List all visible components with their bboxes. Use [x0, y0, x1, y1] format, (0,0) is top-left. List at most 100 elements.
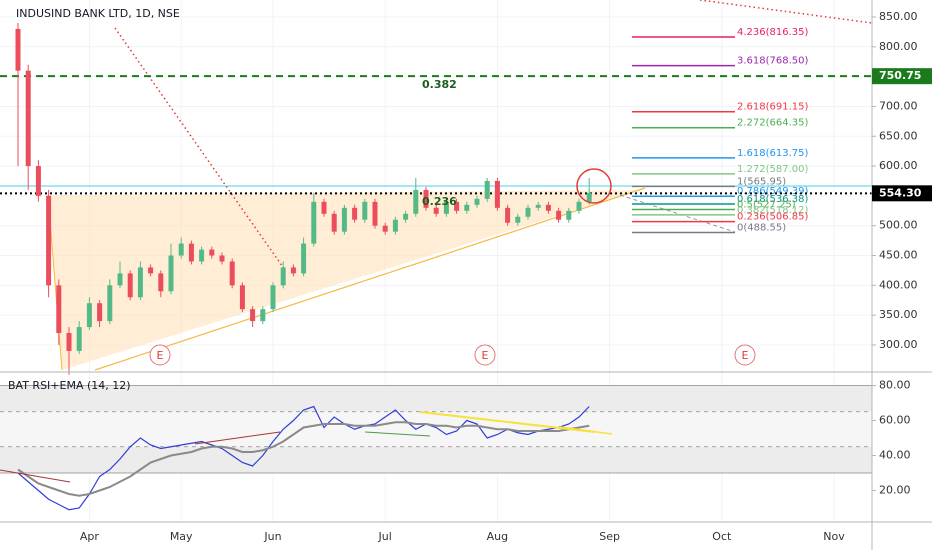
candle-body	[535, 204, 541, 208]
candle-body	[464, 204, 470, 211]
candle-body	[250, 309, 256, 322]
candle-body	[525, 207, 531, 217]
event-badge[interactable]	[734, 344, 756, 366]
grid	[0, 0, 872, 522]
fib-label: 1.618(613.75)	[737, 148, 809, 159]
candle-body	[239, 285, 245, 310]
candle-body	[199, 249, 205, 262]
candle-body	[403, 213, 409, 220]
y-tick-label: 700.00	[879, 99, 918, 112]
y-tick-label: 20.00	[879, 484, 911, 497]
y-tick-label: 500.00	[879, 219, 918, 232]
y-tick-label: 850.00	[879, 10, 918, 23]
rsi-band	[0, 385, 872, 412]
fib-label: 0.5(527.25)	[737, 199, 796, 210]
fib-label: 3.618(768.50)	[737, 56, 809, 67]
event-badge[interactable]	[149, 344, 171, 366]
candle-body	[505, 207, 511, 223]
y-tick-label: 650.00	[879, 129, 918, 142]
fib-label: 2.618(691.15)	[737, 102, 809, 113]
rsi-trend	[559, 426, 613, 435]
candle-body	[97, 303, 103, 322]
y-tick-label: 350.00	[879, 308, 918, 321]
rsi-line	[17, 421, 590, 497]
axes: Apr May Jun Jul Aug Sep Oct Nov 300.00 350.00 400.…	[80, 10, 932, 543]
y-tick-label: 800.00	[879, 40, 918, 53]
candle-body	[301, 243, 307, 274]
marks: 4.236(816.35) 3.618(768.50) 2.618(691.15) 2…	[0, 22, 872, 511]
candle-body	[372, 201, 378, 226]
candle-body	[331, 213, 337, 232]
candle-body	[494, 180, 500, 208]
price-badge	[872, 68, 932, 85]
candle-body	[86, 303, 92, 328]
rsi-trend	[0, 469, 71, 483]
dotted-trend	[699, 0, 873, 24]
candle-body	[56, 285, 62, 334]
event-badge[interactable]	[474, 344, 496, 366]
annotation: 0.382	[422, 78, 457, 91]
y-tick-label: 40.00	[879, 449, 911, 462]
candle-body	[158, 273, 164, 292]
x-tick-label: Nov	[823, 530, 845, 543]
fib-label: 4.236(816.35)	[737, 27, 809, 38]
fib-label: 0.786(549.39)	[737, 186, 809, 197]
x-tick-label: Oct	[712, 530, 732, 543]
candle-body	[290, 267, 296, 274]
y-tick-label: 450.00	[879, 249, 918, 262]
fib-label: 0.618(536.38)	[737, 194, 809, 205]
triangle-fill	[48, 190, 640, 370]
y-tick-label: 60.00	[879, 414, 911, 427]
rsi-line	[17, 405, 590, 511]
x-tick-label: May	[170, 530, 193, 543]
x-tick-label: Sep	[599, 530, 620, 543]
candle-body	[392, 219, 398, 232]
chart-title: INDUSIND BANK LTD, 1D, NSE	[16, 7, 180, 20]
candle-body	[576, 201, 582, 211]
candle-body	[586, 192, 592, 202]
candle-body	[76, 327, 82, 351]
y-tick-label: 600.00	[879, 159, 918, 172]
candle-body	[545, 204, 551, 211]
y-tick-label: 80.00	[879, 379, 911, 392]
candle-body	[168, 255, 174, 292]
event-label: E	[742, 349, 749, 362]
projection	[619, 194, 736, 233]
candle-body	[413, 189, 419, 214]
candle-body	[341, 207, 347, 232]
rsi-trend	[194, 431, 281, 445]
x-tick-label: Jul	[378, 530, 392, 543]
candle-body	[229, 261, 235, 286]
rsi-band	[0, 411, 872, 447]
candle-body	[515, 216, 521, 223]
candle-body	[280, 267, 286, 286]
x-tick-label: Jun	[263, 530, 281, 543]
indicator-title: BAT RSI+EMA (14, 12)	[8, 379, 131, 392]
rsi-band	[0, 446, 872, 473]
fib-label: 1(565.95)	[737, 176, 786, 187]
candle-body	[178, 243, 184, 256]
fib-label: 2.272(664.35)	[737, 118, 809, 129]
candle-body	[148, 267, 154, 274]
candle-body	[484, 180, 490, 199]
candle-body	[260, 309, 266, 322]
candle-body	[443, 201, 449, 214]
candle-body	[321, 201, 327, 214]
fib-label: 0(488.55)	[737, 223, 786, 234]
candle-body	[270, 285, 276, 310]
candle-body	[454, 201, 460, 211]
candle-body	[382, 225, 388, 232]
candle-body	[556, 210, 562, 220]
price-badge-label: 750.75	[879, 69, 921, 82]
candle-body	[362, 201, 368, 220]
candle-body	[35, 166, 41, 196]
candle-body	[433, 207, 439, 214]
candle-body	[107, 285, 113, 322]
candle-body	[137, 267, 143, 298]
y-tick-label: 400.00	[879, 278, 918, 291]
y-tick-label: 300.00	[879, 338, 918, 351]
fib-label: 0.236(506.85)	[737, 212, 809, 223]
annotation: 0.236	[422, 195, 457, 208]
price-badge-label: 554.30	[879, 186, 922, 199]
